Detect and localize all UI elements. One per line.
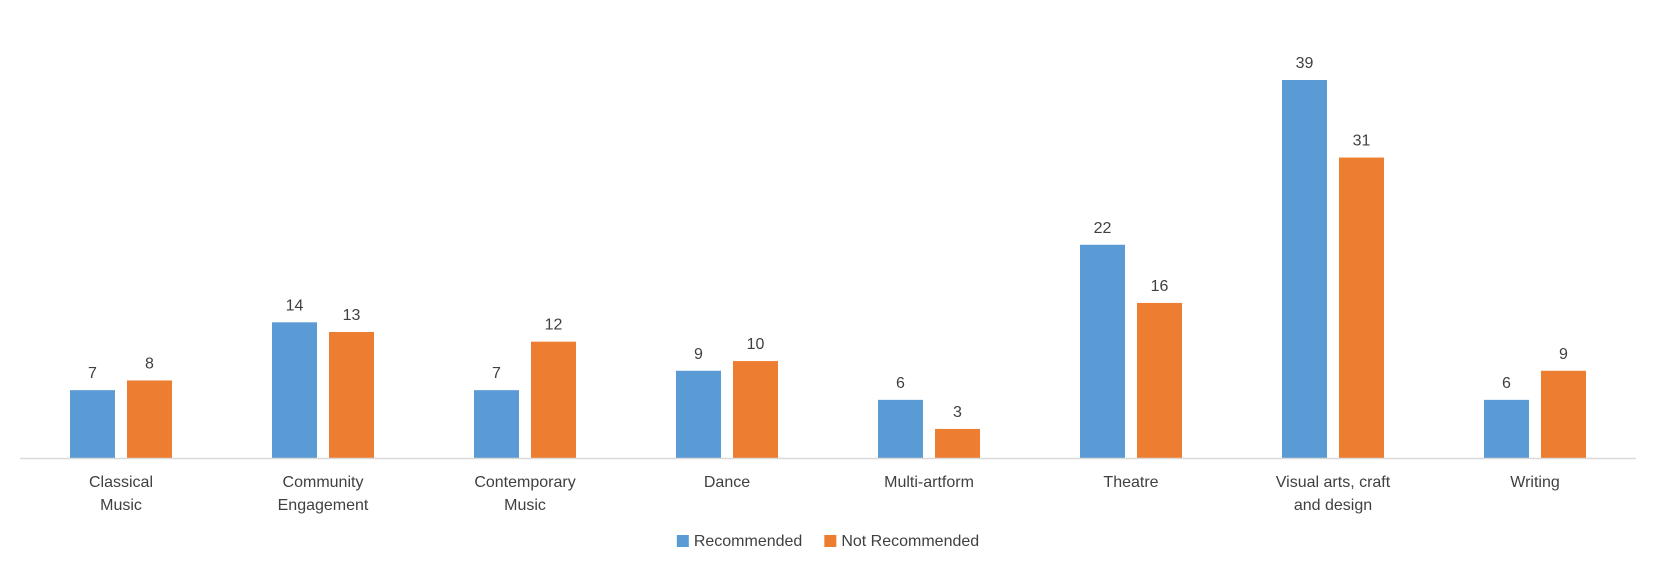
data-label-recommended-7: 6	[1502, 375, 1511, 392]
category-label-2: Contemporary Music	[474, 474, 575, 514]
data-label-not-recommended-5: 16	[1151, 278, 1169, 295]
category-label-line: Visual arts, craft	[1276, 474, 1391, 491]
category-label-line: Community	[283, 474, 364, 491]
category-label-line: Music	[504, 497, 546, 514]
category-label-line: and design	[1294, 497, 1372, 514]
bar-not-recommended-0	[127, 380, 172, 458]
data-label-recommended-2: 7	[492, 365, 501, 382]
data-label-recommended-3: 9	[694, 346, 703, 363]
bar-recommended-3	[676, 370, 721, 458]
bars-layer	[70, 80, 1586, 459]
data-label-recommended-1: 14	[286, 297, 304, 314]
legend: Recommended Not Recommended	[676, 533, 979, 550]
data-labels-layer: 7 8 14 13 7 12 9 10 6 3 22 16 39 31 6 9	[88, 55, 1568, 421]
bar-not-recommended-2	[531, 341, 576, 458]
legend-label: Not Recommended	[841, 533, 979, 550]
category-label-6: Visual arts, craft and design	[1276, 474, 1391, 514]
legend-label: Recommended	[694, 533, 803, 550]
category-label-line: Music	[100, 497, 142, 514]
category-label-line: Multi-artform	[884, 474, 974, 491]
bar-recommended-5	[1080, 244, 1125, 458]
category-label-line: Contemporary	[474, 474, 575, 491]
data-label-recommended-4: 6	[896, 375, 905, 392]
bar-not-recommended-4	[935, 428, 980, 458]
bar-recommended-6	[1282, 80, 1327, 458]
bar-recommended-1	[272, 322, 317, 458]
legend-swatch	[824, 535, 837, 547]
bar-not-recommended-1	[329, 332, 374, 458]
category-label-line: Dance	[704, 474, 750, 491]
category-label-line: Engagement	[278, 497, 369, 514]
bar-recommended-4	[878, 399, 923, 458]
bar-not-recommended-3	[733, 361, 778, 458]
data-label-not-recommended-3: 10	[747, 336, 765, 353]
bar-not-recommended-5	[1137, 302, 1182, 458]
data-label-recommended-6: 39	[1296, 55, 1314, 72]
data-label-recommended-5: 22	[1094, 220, 1112, 237]
bar-recommended-7	[1484, 399, 1529, 458]
category-label-3: Dance	[704, 474, 750, 491]
bar-not-recommended-7	[1541, 370, 1586, 458]
category-label-4: Multi-artform	[884, 474, 974, 491]
data-label-not-recommended-1: 13	[343, 307, 361, 324]
data-label-not-recommended-7: 9	[1559, 346, 1568, 363]
category-labels-layer: Classical Music Community Engagement Contemp…	[89, 474, 1560, 514]
data-label-not-recommended-4: 3	[953, 404, 962, 421]
category-label-0: Classical Music	[89, 474, 153, 514]
category-label-line: Writing	[1510, 474, 1560, 491]
category-label-7: Writing	[1510, 474, 1560, 491]
legend-swatch	[676, 535, 689, 547]
category-label-1: Community Engagement	[278, 474, 369, 514]
data-label-not-recommended-0: 8	[145, 355, 154, 372]
category-label-line: Classical	[89, 474, 153, 491]
bar-recommended-2	[474, 390, 519, 458]
legend-item-recommended: Recommended	[676, 533, 803, 550]
category-label-5: Theatre	[1103, 474, 1158, 491]
data-label-recommended-0: 7	[88, 365, 97, 382]
bar-not-recommended-6	[1339, 157, 1384, 459]
legend-item-not-recommended: Not Recommended	[824, 533, 979, 550]
data-label-not-recommended-6: 31	[1353, 133, 1371, 150]
data-label-not-recommended-2: 12	[545, 317, 563, 334]
bar-recommended-0	[70, 390, 115, 458]
category-label-line: Theatre	[1103, 474, 1158, 491]
